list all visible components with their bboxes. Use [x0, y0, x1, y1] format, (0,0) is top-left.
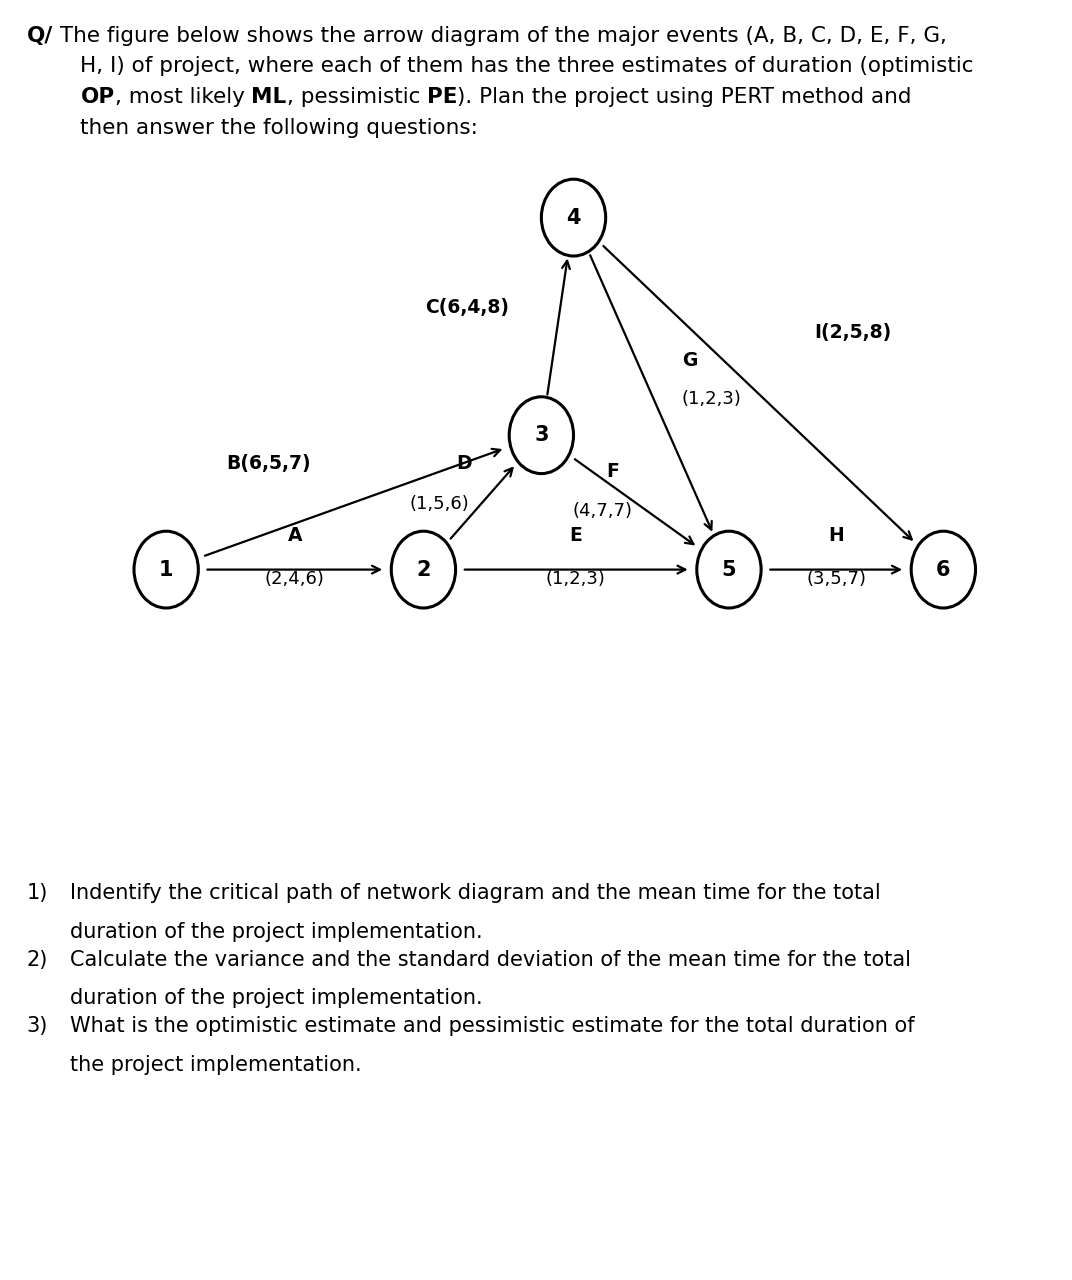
Text: I(2,5,8): I(2,5,8)	[815, 324, 892, 342]
Text: ). Plan the project using PERT method and: ). Plan the project using PERT method an…	[458, 87, 912, 108]
Text: PE: PE	[427, 87, 458, 108]
Text: E: E	[569, 526, 582, 544]
Text: the project implementation.: the project implementation.	[70, 1055, 361, 1075]
Text: duration of the project implementation.: duration of the project implementation.	[70, 922, 482, 942]
Text: Q/: Q/	[27, 26, 53, 46]
Text: F: F	[607, 462, 620, 480]
Text: The figure below shows the arrow diagram of the major events (A, B, C, D, E, F, : The figure below shows the arrow diagram…	[53, 26, 947, 46]
Circle shape	[541, 179, 606, 256]
Text: 2): 2)	[27, 950, 48, 970]
Text: A: A	[287, 526, 302, 544]
Text: Indentify the critical path of network diagram and the mean time for the total: Indentify the critical path of network d…	[70, 883, 880, 904]
Circle shape	[134, 531, 198, 608]
Text: C(6,4,8): C(6,4,8)	[426, 298, 509, 316]
Text: then answer the following questions:: then answer the following questions:	[80, 118, 478, 138]
Text: What is the optimistic estimate and pessimistic estimate for the total duration : What is the optimistic estimate and pess…	[70, 1016, 914, 1037]
Text: , pessimistic: , pessimistic	[286, 87, 427, 108]
Text: 3: 3	[534, 425, 549, 445]
Circle shape	[697, 531, 761, 608]
Text: 2: 2	[416, 559, 431, 580]
Text: duration of the project implementation.: duration of the project implementation.	[70, 988, 482, 1009]
Text: , most likely: , most likely	[115, 87, 251, 108]
Text: ML: ML	[251, 87, 286, 108]
Text: D: D	[456, 454, 472, 472]
Text: (1,2,3): (1,2,3)	[546, 570, 606, 588]
Text: (2,4,6): (2,4,6)	[265, 570, 325, 588]
Text: 6: 6	[936, 559, 951, 580]
Circle shape	[509, 397, 574, 474]
Circle shape	[391, 531, 456, 608]
Circle shape	[911, 531, 976, 608]
Text: B(6,5,7): B(6,5,7)	[226, 454, 311, 472]
Text: (1,5,6): (1,5,6)	[410, 495, 470, 513]
Text: 5: 5	[721, 559, 736, 580]
Text: G: G	[682, 352, 697, 370]
Text: H: H	[829, 526, 844, 544]
Text: 1: 1	[159, 559, 174, 580]
Text: (1,2,3): (1,2,3)	[682, 390, 742, 408]
Text: 4: 4	[566, 207, 581, 228]
Text: (4,7,7): (4,7,7)	[572, 502, 632, 520]
Text: 3): 3)	[27, 1016, 48, 1037]
Text: OP: OP	[80, 87, 115, 108]
Text: Calculate the variance and the standard deviation of the mean time for the total: Calculate the variance and the standard …	[70, 950, 911, 970]
Text: H, I) of project, where each of them has the three estimates of duration (optimi: H, I) of project, where each of them has…	[80, 56, 973, 77]
Text: 1): 1)	[27, 883, 48, 904]
Text: (3,5,7): (3,5,7)	[806, 570, 866, 588]
